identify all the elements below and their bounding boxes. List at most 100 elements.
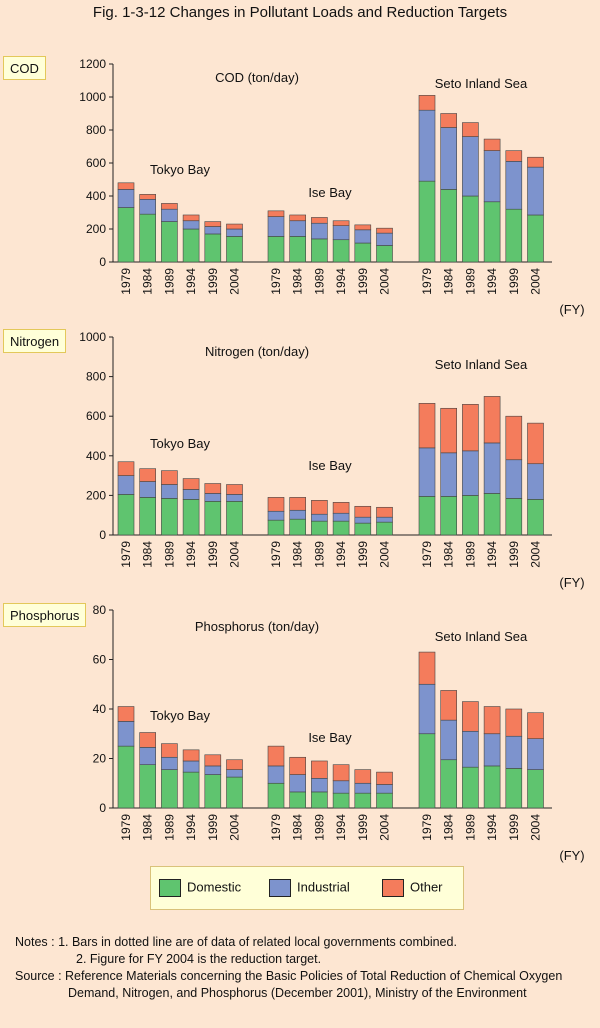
x-tick-label: 1989 [463, 268, 477, 295]
x-tick-label: 1994 [184, 268, 198, 295]
bar-other [418, 403, 436, 449]
bar-industrial [527, 166, 544, 216]
y-tick-label: 60 [93, 653, 107, 667]
x-tick-label: 1979 [420, 268, 434, 295]
x-tick-label: 1994 [485, 814, 499, 841]
x-unit-label: (FY) [559, 302, 584, 317]
bar-domestic [117, 494, 135, 536]
bar-industrial [204, 226, 222, 235]
y-tick-label: 0 [99, 801, 106, 815]
bar-industrial [311, 513, 328, 522]
bar-industrial [376, 516, 393, 523]
x-tick-label: 1979 [269, 814, 283, 841]
x-tick-label: 1994 [184, 541, 198, 568]
group-label: Tokyo Bay [150, 162, 210, 177]
bar-domestic [204, 501, 222, 536]
chart-tag-phosphorus: Phosphorus [3, 603, 87, 627]
bar-industrial [483, 442, 501, 494]
bar-domestic [204, 774, 222, 809]
y-tick-label: 600 [86, 409, 106, 423]
x-tick-label: 2004 [228, 814, 242, 841]
x-tick-label: 1994 [334, 814, 348, 841]
x-tick-label: 1989 [312, 541, 326, 568]
bar-other [289, 214, 307, 222]
x-tick-label: 1989 [162, 814, 176, 841]
bar-industrial [527, 738, 544, 770]
bar-domestic [527, 499, 544, 536]
x-tick-label: 1984 [442, 268, 456, 295]
bar-other [527, 156, 544, 168]
group-label: Seto Inland Sea [435, 76, 528, 91]
bar-industrial [418, 683, 436, 735]
x-tick-label: 1979 [119, 541, 133, 568]
y-tick-label: 0 [99, 255, 106, 269]
legend-item-other: Other [382, 879, 443, 897]
y-tick-label: 400 [86, 189, 106, 203]
bar-other [289, 497, 307, 511]
source-line-2: Demand, Nitrogen, and Phosphorus (Decemb… [68, 986, 527, 1000]
bar-other [311, 760, 328, 779]
bar-other [376, 771, 393, 785]
bar-other [354, 505, 372, 518]
bar-industrial [139, 481, 156, 498]
y-tick-label: 1000 [79, 90, 106, 104]
bar-domestic [226, 501, 243, 536]
bar-domestic [117, 207, 135, 263]
x-tick-label: 1994 [485, 268, 499, 295]
bar-other [204, 221, 222, 227]
bar-domestic [354, 242, 372, 263]
bar-other [226, 223, 243, 230]
bar-domestic [139, 497, 156, 536]
bar-domestic [139, 764, 156, 809]
bar-domestic [483, 765, 501, 809]
bar-other [483, 138, 501, 151]
bar-other [182, 478, 200, 490]
bar-industrial [117, 475, 135, 495]
bar-other [354, 224, 372, 231]
y-tick-label: 40 [93, 702, 107, 716]
bar-other [527, 712, 544, 740]
bar-other [332, 220, 350, 226]
group-label: Seto Inland Sea [435, 629, 528, 644]
x-tick-label: 1994 [334, 541, 348, 568]
chart-tag-cod: COD [3, 56, 46, 80]
bar-other [182, 214, 200, 222]
x-tick-label: 2004 [378, 814, 392, 841]
bar-industrial [139, 199, 156, 215]
chart-title: Phosphorus (ton/day) [195, 619, 319, 634]
bar-domestic [440, 496, 458, 536]
bar-other [505, 150, 523, 162]
bar-other [117, 182, 135, 190]
x-tick-label: 1989 [463, 814, 477, 841]
x-tick-label: 1989 [312, 268, 326, 295]
bar-other [462, 701, 479, 732]
x-tick-label: 2004 [228, 268, 242, 295]
x-tick-label: 2004 [529, 268, 543, 295]
bar-other [267, 745, 285, 767]
bar-domestic [418, 733, 436, 809]
x-tick-label: 1979 [119, 814, 133, 841]
x-tick-label: 1984 [291, 814, 305, 841]
x-tick-label: 1979 [420, 541, 434, 568]
bar-domestic [376, 792, 393, 809]
bar-industrial [161, 756, 178, 770]
bar-domestic [311, 238, 328, 263]
x-unit-label: (FY) [559, 575, 584, 590]
bar-domestic [483, 201, 501, 263]
bar-industrial [267, 216, 285, 237]
bar-domestic [462, 195, 479, 263]
bar-other [289, 756, 307, 775]
bar-domestic [440, 759, 458, 809]
x-tick-label: 1999 [507, 268, 521, 295]
bar-industrial [117, 189, 135, 208]
bar-industrial [226, 494, 243, 502]
bar-industrial [161, 484, 178, 499]
bar-other [204, 483, 222, 494]
bar-industrial [332, 780, 350, 794]
bar-industrial [505, 459, 523, 499]
bar-domestic [161, 769, 178, 809]
bar-industrial [226, 769, 243, 778]
notes: Notes : 1. Bars in dotted line are of da… [15, 934, 562, 1002]
y-tick-label: 80 [93, 603, 107, 617]
